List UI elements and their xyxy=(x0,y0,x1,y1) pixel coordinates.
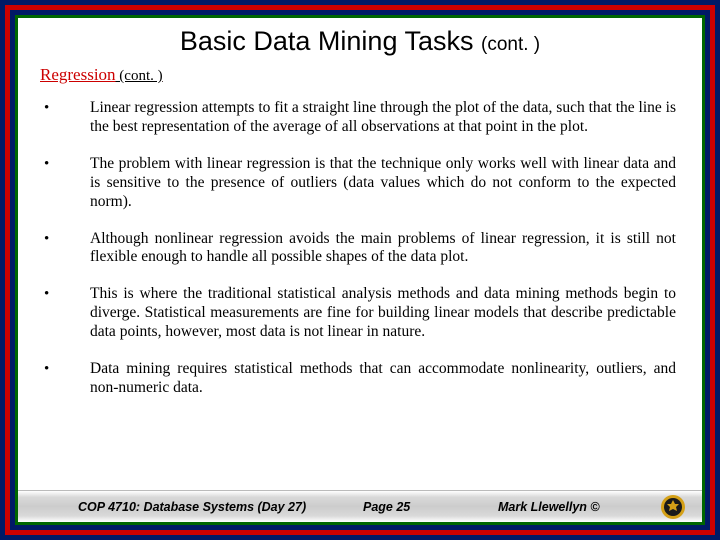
slide-footer: COP 4710: Database Systems (Day 27) Page… xyxy=(18,490,702,522)
slide-body: Basic Data Mining Tasks (cont. ) Regress… xyxy=(18,18,702,522)
slide-title: Basic Data Mining Tasks xyxy=(180,26,481,56)
subtitle-main: Regression xyxy=(40,65,116,84)
ucf-logo-icon xyxy=(660,494,686,520)
footer-page: Page 25 xyxy=(363,500,410,514)
bullet-text: The problem with linear regression is th… xyxy=(90,155,676,212)
border-green: Basic Data Mining Tasks (cont. ) Regress… xyxy=(15,15,705,525)
border-red: Basic Data Mining Tasks (cont. ) Regress… xyxy=(5,5,715,535)
bullet-marker: • xyxy=(44,360,90,398)
footer-course: COP 4710: Database Systems (Day 27) xyxy=(78,500,306,514)
bullet-text: This is where the traditional statistica… xyxy=(90,285,676,342)
bullet-marker: • xyxy=(44,155,90,212)
border-outer: Basic Data Mining Tasks (cont. ) Regress… xyxy=(0,0,720,540)
bullet-text: Linear regression attempts to fit a stra… xyxy=(90,99,676,137)
slide-title-cont: (cont. ) xyxy=(481,34,540,55)
bullet-marker: • xyxy=(44,99,90,137)
bullet-text: Data mining requires statistical methods… xyxy=(90,360,676,398)
bullet-item: • Although nonlinear regression avoids t… xyxy=(44,230,676,268)
bullet-marker: • xyxy=(44,230,90,268)
content-area: • Linear regression attempts to fit a st… xyxy=(18,85,702,490)
bullet-item: • Linear regression attempts to fit a st… xyxy=(44,99,676,137)
bullet-item: • The problem with linear regression is … xyxy=(44,155,676,212)
bullet-marker: • xyxy=(44,285,90,342)
slide-subtitle: Regression (cont. ) xyxy=(18,61,702,85)
subtitle-cont: (cont. ) xyxy=(116,68,163,84)
bullet-item: • This is where the traditional statisti… xyxy=(44,285,676,342)
border-blue-inner: Basic Data Mining Tasks (cont. ) Regress… xyxy=(10,10,710,530)
footer-author: Mark Llewellyn © xyxy=(498,500,600,514)
bullet-item: • Data mining requires statistical metho… xyxy=(44,360,676,398)
bullet-text: Although nonlinear regression avoids the… xyxy=(90,230,676,268)
slide-title-area: Basic Data Mining Tasks (cont. ) xyxy=(18,18,702,61)
